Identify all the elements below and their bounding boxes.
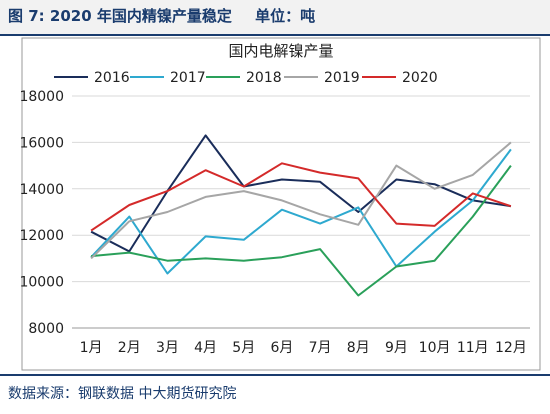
x-tick-label: 5月 [232, 340, 255, 356]
x-tick-label: 1月 [80, 340, 103, 356]
figure-label: 图 7: [8, 7, 45, 25]
x-tick-label: 12月 [495, 340, 527, 356]
y-tick-label: 12000 [19, 228, 64, 244]
figure-unit: 单位：吨 [255, 7, 316, 25]
series-lines [90, 134, 512, 297]
figure-title-text: 2020 年国内精镍产量稳定 [49, 7, 232, 25]
legend: 2016 2017 2018 2019 2020 [54, 70, 438, 86]
source-note: 数据来源：钢联数据 中大期货研究院 [8, 386, 237, 402]
line-chart: 国内电解镍产量 8000 10000 12000 14000 16000 18000 1月… [19, 37, 541, 371]
y-tick-label: 16000 [19, 135, 64, 151]
x-tick-label: 6月 [270, 340, 293, 356]
legend-label: 2017 [170, 70, 206, 86]
legend-label: 2018 [246, 70, 282, 86]
x-tick-label: 2月 [118, 340, 141, 356]
series-line [90, 134, 512, 253]
x-tick-label: 7月 [309, 340, 332, 356]
chart-area: 国内电解镍产量 8000 10000 12000 14000 16000 18000 1月… [0, 36, 550, 372]
x-tick-label: 8月 [347, 340, 370, 356]
gridlines [72, 95, 530, 329]
chart-title: 国内电解镍产量 [228, 42, 333, 60]
figure-header: 图 7: 2020 年国内精镍产量稳定 单位：吨 [0, 0, 550, 36]
x-tick-label: 4月 [194, 340, 217, 356]
source-footer: 数据来源：钢联数据 中大期货研究院 [0, 374, 550, 414]
y-tick-label: 14000 [19, 182, 64, 198]
x-tick-label: 9月 [385, 340, 408, 356]
figure-title: 图 7: 2020 年国内精镍产量稳定 单位：吨 [8, 5, 315, 26]
y-axis: 8000 10000 12000 14000 16000 18000 [19, 89, 64, 337]
series-line [90, 141, 512, 260]
y-tick-label: 8000 [28, 321, 64, 337]
series-line [90, 162, 512, 232]
x-tick-label: 11月 [457, 340, 489, 356]
series-line [90, 148, 512, 275]
chart-frame [21, 37, 541, 371]
x-tick-label: 3月 [156, 340, 179, 356]
legend-label: 2016 [94, 70, 130, 86]
series-line [91, 165, 512, 297]
x-tick-label: 10月 [419, 340, 451, 356]
legend-label: 2019 [324, 70, 360, 86]
x-axis: 1月 2月 3月 4月 5月 6月 7月 8月 9月 10月 11月 12月 [72, 327, 530, 356]
y-tick-label: 10000 [19, 275, 64, 291]
legend-label: 2020 [402, 70, 438, 86]
y-tick-label: 18000 [19, 89, 64, 105]
